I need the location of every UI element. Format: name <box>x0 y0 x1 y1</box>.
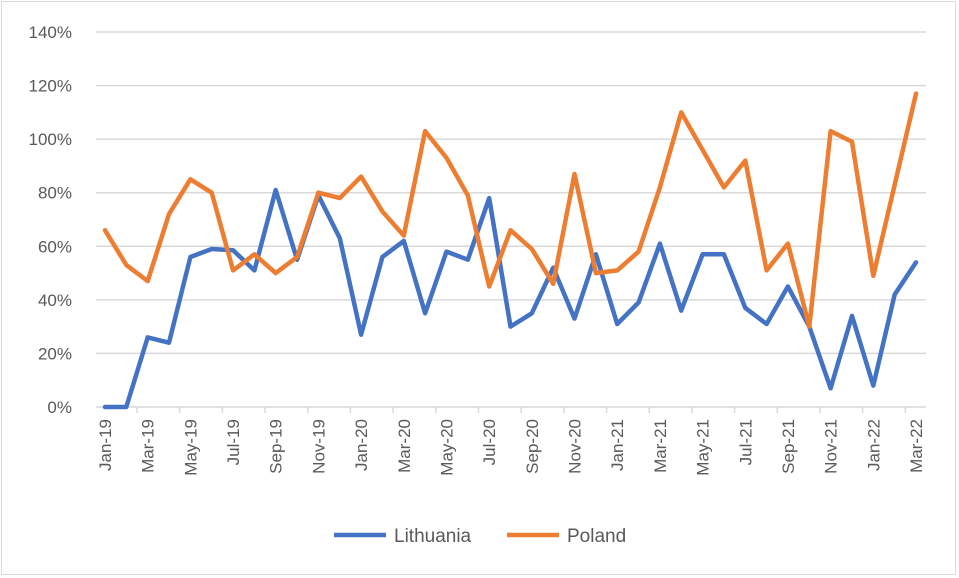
legend: Lithuania Poland <box>334 526 626 547</box>
legend-label: Poland <box>567 526 626 547</box>
x-tick-label: May-19 <box>181 419 200 476</box>
series-line-lithuania <box>102 187 919 410</box>
series-line-poland <box>102 91 919 329</box>
x-tick-label: Mar-20 <box>395 419 414 473</box>
x-axis: Jan-19 Mar-19 May-19 Jul-19 Sep-19 Nov-19 Jan-… <box>96 407 926 476</box>
series-lines <box>102 91 919 410</box>
y-tick-label: 0% <box>47 398 72 417</box>
y-tick-label: 140% <box>29 23 72 42</box>
legend-label: Lithuania <box>394 526 472 547</box>
x-tick-label: Jan-20 <box>352 419 371 471</box>
x-tick-label: Nov-21 <box>822 419 841 474</box>
x-tick-label: Nov-20 <box>566 419 585 474</box>
y-tick-label: 120% <box>29 77 72 96</box>
y-tick-label: 100% <box>29 130 72 149</box>
x-tick-label: Jan-19 <box>96 419 115 471</box>
x-tick-label: Jul-21 <box>736 419 755 465</box>
y-tick-label: 60% <box>38 237 72 256</box>
x-tick-label: Mar-19 <box>139 419 158 473</box>
y-axis-ticks: 0% 20% 40% 60% 80% 100% 120% 140% <box>29 23 72 417</box>
x-tick-label: Jul-20 <box>480 419 499 465</box>
x-tick-label: May-21 <box>694 419 713 476</box>
legend-item-poland: Poland <box>507 526 626 547</box>
x-tick-label: Nov-19 <box>309 419 328 474</box>
x-tick-label: Mar-21 <box>651 419 670 473</box>
x-tick-label: Jan-21 <box>608 419 627 471</box>
legend-item-lithuania: Lithuania <box>334 526 472 547</box>
y-tick-label: 20% <box>38 344 72 363</box>
x-tick-label: May-20 <box>437 419 456 476</box>
x-tick-label: Sep-19 <box>267 419 286 474</box>
x-tick-label: Jul-19 <box>224 419 243 465</box>
x-tick-label: Sep-20 <box>523 419 542 474</box>
y-tick-label: 80% <box>38 184 72 203</box>
x-tick-label: Jan-22 <box>864 419 883 471</box>
x-tick-label: Sep-21 <box>779 419 798 474</box>
x-tick-label: Mar-22 <box>907 419 926 473</box>
y-tick-label: 40% <box>38 291 72 310</box>
